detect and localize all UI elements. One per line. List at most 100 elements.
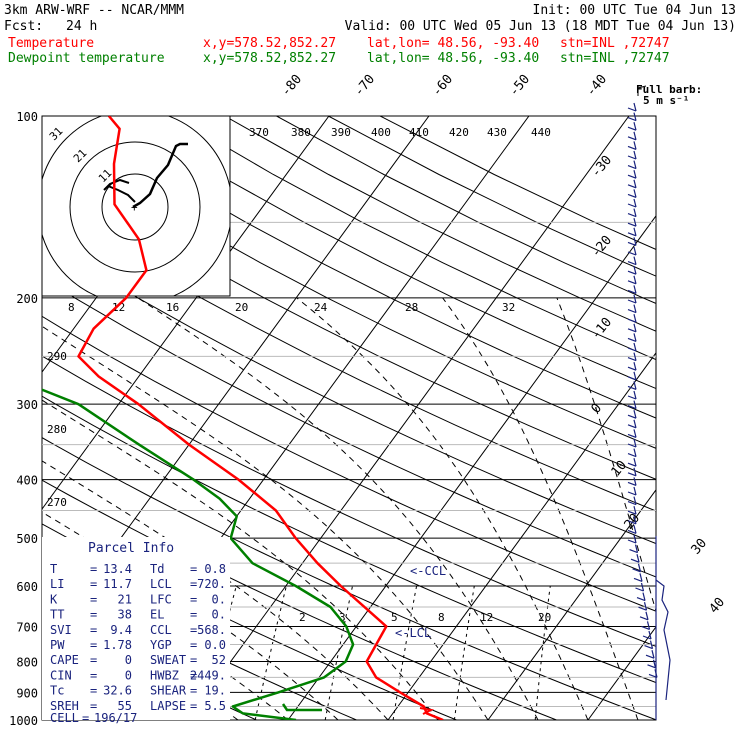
mixing-ratio-label: 20 — [538, 611, 551, 624]
theta-label: 370 — [249, 126, 269, 139]
wind-barb-flag — [640, 582, 645, 592]
temperature-legend-label: Temperature — [8, 36, 94, 51]
wind-barb-staff — [627, 357, 637, 362]
wind-barb-staff — [627, 424, 637, 429]
cell-value: 196/17 — [94, 711, 137, 725]
wind-barb-staff — [627, 376, 637, 381]
theta-label: 420 — [449, 126, 469, 139]
wind-barb-staff — [627, 155, 637, 160]
parcel-title: Parcel Info — [88, 541, 174, 556]
wind-barb-flag — [633, 323, 637, 332]
wind-barb-staff — [632, 568, 641, 573]
pressure-tick-label: 200 — [16, 292, 38, 306]
parcel-equals: = — [90, 699, 97, 713]
wind-barb-flag — [633, 189, 637, 198]
isotherm-label: -70 — [352, 72, 379, 100]
wind-barb-flag — [633, 266, 637, 275]
parcel-equals: = — [90, 577, 97, 591]
parcel-key-k: K — [50, 592, 58, 606]
model-title: 3km ARW-WRF -- NCAR/MMM — [4, 3, 184, 18]
wind-barb-flag — [637, 563, 642, 572]
wind-barb-staff — [627, 213, 637, 218]
parcel-equals: = — [90, 668, 97, 682]
isotherm-label: -30 — [589, 153, 616, 181]
wind-barb-flag — [633, 515, 637, 524]
pressure-tick-label: 800 — [16, 655, 38, 669]
parcel-value-cape: 0 — [125, 653, 132, 667]
wind-barb-flag — [633, 275, 637, 284]
dewpoint-profile-line — [42, 388, 355, 720]
wind-barb-flag — [633, 285, 637, 294]
wind-barb-staff — [645, 654, 655, 659]
pressure-tick-label: 500 — [16, 532, 38, 546]
hodograph-speed-label: 16 — [166, 301, 179, 314]
wind-barb-staff — [627, 145, 637, 150]
parcel-value-tt: 38 — [118, 608, 132, 622]
lcl-marker-label: <-LCL — [395, 626, 431, 640]
dewpoint-station: stn=INL ,72747 — [560, 51, 670, 66]
wind-barb-flag — [633, 237, 637, 246]
theta-label: 270 — [47, 496, 67, 509]
wind-barb-flag — [633, 170, 637, 179]
wind-barb-low-trace — [655, 579, 671, 701]
parcel-equals: = — [190, 638, 197, 652]
wind-barb-staff — [627, 347, 637, 352]
wind-barb-flag — [633, 362, 637, 371]
parcel-key-td: Td — [150, 562, 164, 576]
wind-barb-flag — [633, 304, 637, 313]
wind-barb-staff — [627, 433, 637, 438]
forecast-label: Fcst: — [4, 19, 43, 34]
isotherm-line — [42, 116, 330, 510]
parcel-equals: = — [190, 653, 197, 667]
barb-key-value: 5 m s⁻¹ — [643, 94, 689, 107]
parcel-value-k: 21 — [118, 592, 132, 606]
wind-barb-flag — [646, 621, 651, 630]
wind-barb-staff — [627, 193, 637, 198]
cell-separator: = — [82, 711, 89, 725]
mixing-ratio-label: 12 — [480, 611, 493, 624]
parcel-key-pw: PW — [50, 638, 65, 652]
wind-barb-flag — [633, 400, 637, 409]
wind-barb-flag — [633, 246, 637, 256]
wind-barb-flag — [633, 486, 637, 496]
isotherm-line — [688, 116, 740, 720]
wind-barb-flag — [643, 602, 648, 611]
parcel-key-el: EL — [150, 608, 164, 622]
theta-label: 280 — [47, 423, 67, 436]
mixing-ratio-label: 8 — [438, 611, 445, 624]
parcel-value-cin: 0 — [125, 668, 132, 682]
wind-barb-staff — [627, 481, 637, 486]
wind-barb-flag — [633, 333, 637, 342]
wind-barb-flag — [633, 448, 637, 457]
wind-barb-staff — [627, 136, 637, 141]
wind-barb-flag — [633, 438, 637, 448]
parcel-key-svi: SVI — [50, 623, 72, 637]
wind-barb-staff — [627, 251, 637, 256]
wind-barb-flag — [649, 640, 654, 649]
wind-barb-staff — [636, 597, 646, 602]
parcel-equals: = — [190, 684, 197, 698]
wind-barb-flag — [633, 218, 637, 227]
parcel-value-lcl: 720. — [197, 577, 226, 591]
wind-barb-staff — [627, 270, 637, 275]
wind-barb-staff — [627, 443, 637, 448]
wind-barb-flag — [633, 342, 637, 352]
wind-barb-staff — [627, 491, 637, 496]
wind-barb-staff — [627, 299, 637, 304]
parcel-equals: = — [90, 592, 97, 606]
parcel-key-cin: CIN — [50, 668, 72, 682]
wind-barb-flag — [633, 477, 637, 486]
pressure-tick-label: 300 — [16, 398, 38, 412]
wind-barb-flag — [642, 592, 646, 601]
dry-adiabat-line — [379, 116, 656, 251]
parcel-value-t: 13.4 — [103, 562, 132, 576]
wind-barb-staff — [627, 501, 637, 506]
parcel-key-t: T — [50, 562, 57, 576]
pressure-tick-label: 100 — [16, 110, 38, 124]
pressure-tick-label: 700 — [16, 620, 38, 634]
parcel-equals: = — [90, 623, 97, 637]
wind-barb-staff — [627, 520, 637, 525]
